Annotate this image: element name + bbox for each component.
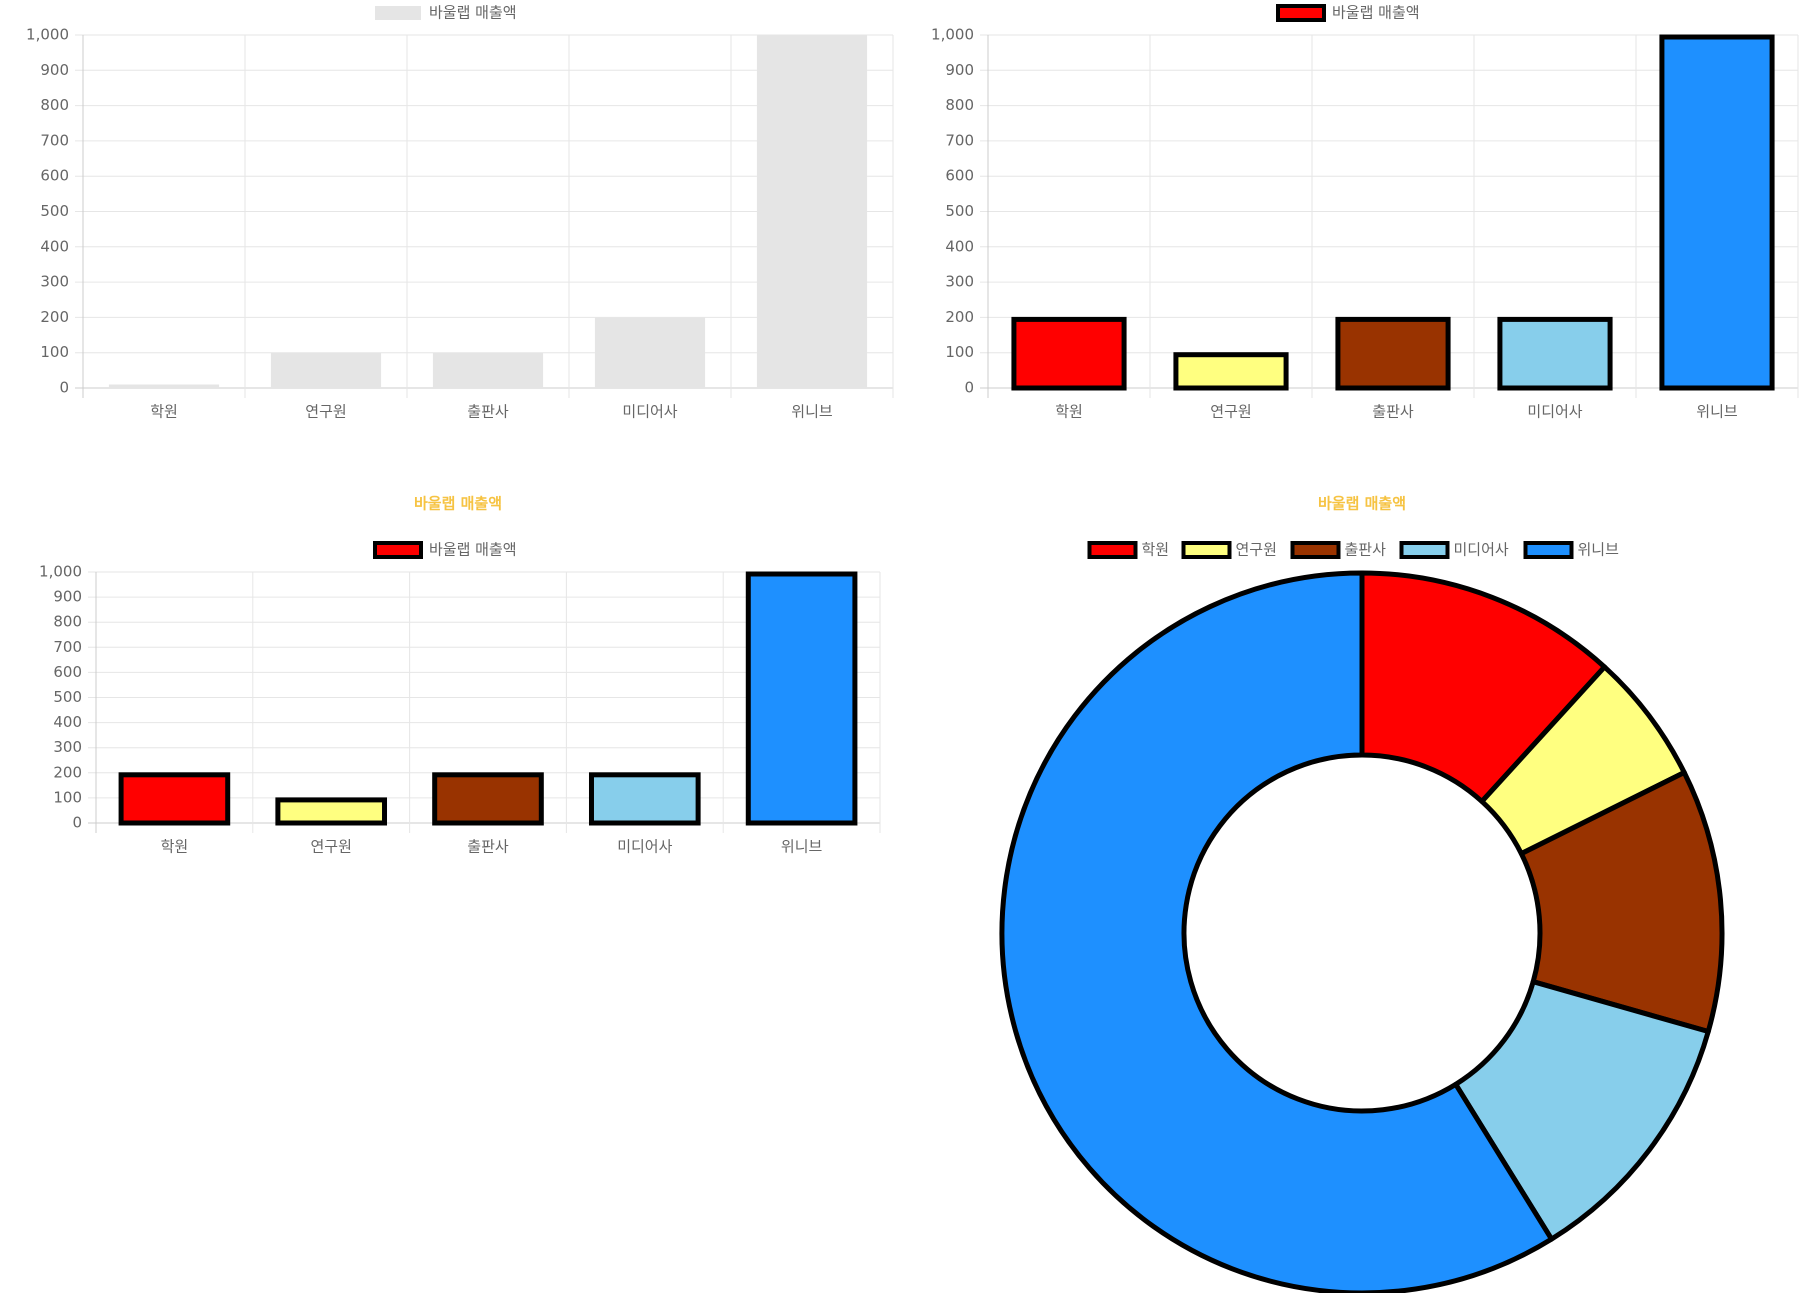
- y-tick-label: 400: [53, 713, 82, 731]
- bar-위니브[interactable]: [745, 571, 858, 826]
- legend-label: 바울랩 매출액: [429, 4, 517, 22]
- legend-label: 출판사: [1345, 541, 1387, 559]
- y-tick-label: 1,000: [931, 26, 974, 44]
- legend: 바울랩 매출액: [1276, 4, 1420, 22]
- legend-swatch[interactable]: [375, 6, 421, 20]
- y-tick-label: 0: [59, 379, 69, 397]
- y-tick-label: 400: [40, 237, 69, 255]
- y-tick-label: 700: [40, 131, 69, 149]
- y-tick-label: 0: [964, 379, 974, 397]
- y-tick-label: 900: [53, 588, 82, 606]
- bar-출판사[interactable]: [432, 352, 544, 388]
- y-tick-label: 100: [40, 343, 69, 361]
- legend-label: 연구원: [1236, 541, 1277, 559]
- chart-title: 바울랩 매출액: [1318, 495, 1406, 513]
- y-tick-label: 500: [53, 688, 82, 706]
- y-tick-label: 300: [945, 273, 974, 291]
- y-tick-label: 700: [53, 638, 82, 656]
- legend-swatch-미디어사[interactable]: [1399, 541, 1450, 559]
- y-tick-label: 1,000: [26, 26, 69, 44]
- bar-미디어사[interactable]: [594, 317, 706, 388]
- chart-2-colored-bars: 바울랩 매출액 0 100 200 300 400 500 600 700 800 900 1,000…: [905, 0, 1805, 440]
- legend-label: 바울랩 매출액: [429, 541, 517, 559]
- bar-연구원[interactable]: [1173, 352, 1289, 391]
- legend-label: 학원: [1142, 541, 1170, 559]
- x-tick-label: 연구원: [305, 403, 346, 421]
- x-tick-label: 미디어사: [617, 838, 672, 856]
- y-tick-label: 200: [945, 308, 974, 326]
- slice-미디어사[interactable]: [1453, 979, 1711, 1242]
- y-tick-label: 0: [72, 814, 82, 832]
- x-tick-label: 위니브: [781, 838, 823, 856]
- x-tick-label: 연구원: [1210, 403, 1251, 421]
- x-tick-label: 출판사: [1372, 403, 1414, 421]
- legend: 학원 연구원 출판사 미디어사 위니브: [1087, 541, 1620, 559]
- slice-학원[interactable]: [1359, 570, 1608, 804]
- chart-title: 바울랩 매출액: [414, 495, 502, 513]
- legend-label: 바울랩 매출액: [1332, 4, 1420, 22]
- chart-1-default-bars: 바울랩 매출액 0 100 200 300 400 500 600 700 800 900 1,000…: [0, 0, 900, 440]
- y-tick-label: 900: [945, 61, 974, 79]
- y-tick-label: 500: [40, 202, 69, 220]
- legend-swatch-연구원[interactable]: [1181, 541, 1232, 559]
- legend-swatch-위니브[interactable]: [1523, 541, 1574, 559]
- y-tick-label: 100: [945, 343, 974, 361]
- legend-label: 위니브: [1578, 541, 1620, 559]
- x-tick-label: 출판사: [467, 838, 509, 856]
- bar-위니브[interactable]: [1659, 34, 1775, 391]
- x-tick-label: 미디어사: [1527, 403, 1582, 421]
- x-tick-label: 학원: [1055, 403, 1083, 421]
- chart-3-titled-bars: 바울랩 매출액 바울랩 매출액 0 100 200 300 400 500 600 700 800 9…: [0, 480, 900, 860]
- slice-위니브[interactable]: [999, 570, 1555, 1296]
- y-tick-label: 600: [40, 167, 69, 185]
- x-tick-label: 학원: [150, 403, 178, 421]
- legend-label: 미디어사: [1454, 541, 1509, 559]
- bar-미디어사[interactable]: [588, 772, 701, 826]
- slice-출판사[interactable]: [1518, 770, 1725, 1035]
- y-tick-label: 400: [945, 237, 974, 255]
- legend-swatch[interactable]: [373, 541, 423, 559]
- y-tick-label: 900: [40, 61, 69, 79]
- legend: 바울랩 매출액: [373, 541, 517, 559]
- x-tick-label: 연구원: [310, 838, 351, 856]
- bar-위니브[interactable]: [756, 35, 868, 388]
- legend: 바울랩 매출액: [375, 4, 517, 22]
- y-tick-label: 200: [40, 308, 69, 326]
- x-tick-label: 학원: [161, 838, 189, 856]
- legend-swatch-학원[interactable]: [1087, 541, 1138, 559]
- chart-1-svg: 바울랩 매출액 0 100 200 300 400 500 600 700 800 900 1,000…: [26, 4, 894, 421]
- y-tick-label: 800: [53, 613, 82, 631]
- chart-2-svg: 바울랩 매출액 0 100 200 300 400 500 600 700 800 900 1,000…: [931, 4, 1799, 421]
- x-tick-label: 위니브: [1696, 403, 1738, 421]
- y-tick-label: 600: [945, 167, 974, 185]
- bar-출판사[interactable]: [432, 772, 544, 826]
- y-tick-label: 800: [40, 96, 69, 114]
- y-tick-label: 600: [53, 663, 82, 681]
- bar-출판사[interactable]: [1335, 316, 1451, 391]
- y-tick-label: 500: [945, 202, 974, 220]
- y-tick-label: 300: [40, 273, 69, 291]
- x-tick-label: 미디어사: [622, 403, 677, 421]
- bar-연구원[interactable]: [270, 352, 382, 388]
- y-tick-label: 200: [53, 763, 82, 781]
- y-tick-label: 1,000: [39, 563, 82, 581]
- bar-미디어사[interactable]: [1497, 316, 1613, 391]
- bar-학원[interactable]: [1011, 316, 1127, 391]
- y-tick-label: 700: [945, 131, 974, 149]
- y-tick-label: 800: [945, 96, 974, 114]
- y-tick-label: 100: [53, 788, 82, 806]
- legend-swatch[interactable]: [1276, 4, 1326, 22]
- bar-연구원[interactable]: [275, 797, 388, 826]
- bar-학원[interactable]: [108, 384, 220, 388]
- x-tick-label: 출판사: [467, 403, 509, 421]
- y-tick-label: 300: [53, 738, 82, 756]
- legend-swatch-출판사[interactable]: [1290, 541, 1341, 559]
- x-tick-label: 위니브: [791, 403, 833, 421]
- bar-학원[interactable]: [118, 772, 231, 826]
